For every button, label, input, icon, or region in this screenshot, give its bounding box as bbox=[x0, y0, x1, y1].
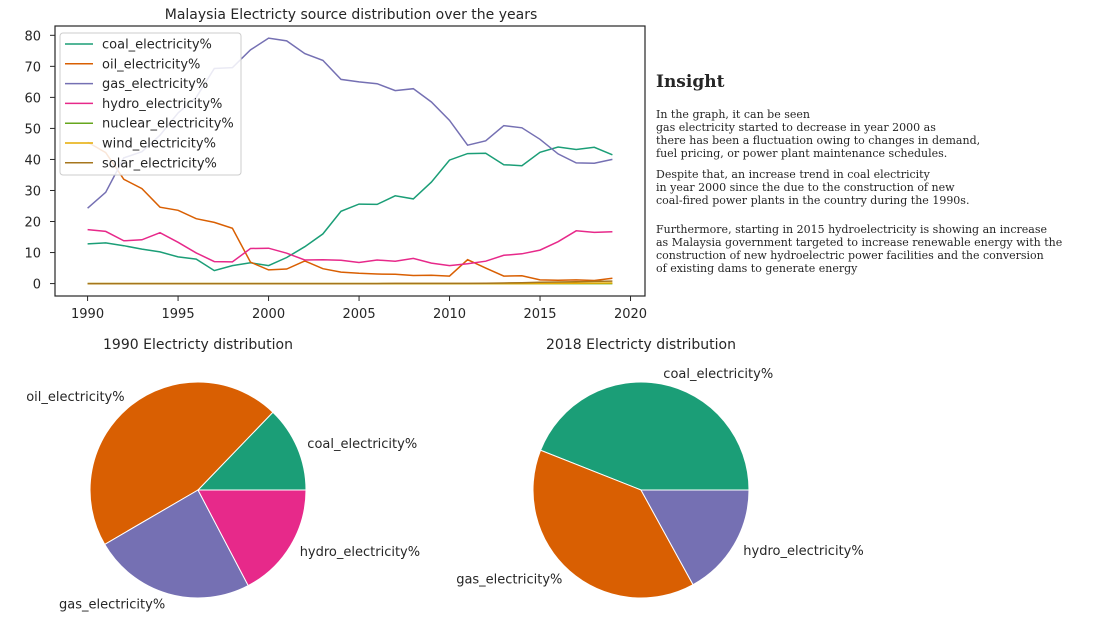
y-tick-label: 60 bbox=[24, 91, 41, 106]
x-tick-label: 1990 bbox=[71, 307, 104, 322]
line-chart-title: Malaysia Electricty source distribution … bbox=[165, 7, 538, 23]
line-chart-series-group bbox=[87, 37, 613, 285]
legend-label-coal: coal_electricity% bbox=[102, 38, 212, 53]
pie-2018-title: 2018 Electricty distribution bbox=[546, 337, 736, 353]
x-tick-label: 2015 bbox=[523, 307, 556, 322]
y-tick-label: 20 bbox=[24, 216, 41, 231]
x-tick-label: 2010 bbox=[433, 307, 466, 322]
y-tick-label: 30 bbox=[24, 184, 41, 199]
legend-label-nuclear: nuclear_electricity% bbox=[102, 117, 234, 132]
series-line-oil bbox=[87, 141, 613, 282]
legend-box bbox=[59, 32, 242, 176]
pie-2018: coal_electricity% gas_electricity% hydro_e… bbox=[456, 367, 864, 599]
legend-label-oil: oil_electricity% bbox=[102, 57, 200, 72]
y-tick-label: 80 bbox=[24, 29, 41, 44]
y-tick-label: 10 bbox=[24, 247, 41, 262]
pie-1990-title: 1990 Electricty distribution bbox=[103, 337, 293, 353]
x-tick-label: 1995 bbox=[162, 307, 195, 322]
pie-slice-coal bbox=[539, 381, 750, 491]
pie-label-gas: gas_electricity% bbox=[59, 598, 165, 613]
y-tick-label: 0 bbox=[33, 278, 41, 293]
y-tick-label: 50 bbox=[24, 122, 41, 137]
x-axis-ticks: 1990 1995 2000 2005 2010 2015 2020 bbox=[71, 296, 647, 322]
insight-title: Insight bbox=[656, 72, 725, 92]
y-axis-ticks: 0 10 20 30 40 50 60 70 80 bbox=[24, 29, 55, 293]
y-tick-label: 40 bbox=[24, 153, 41, 168]
series-line-hydro bbox=[87, 228, 613, 267]
insight-paragraph-1: In the graph, it can be seen gas electri… bbox=[656, 108, 981, 160]
legend-label-solar: solar_electricity% bbox=[102, 156, 217, 171]
pie-1990: coal_electricity% oil_electricity% gas_ele… bbox=[26, 381, 420, 613]
x-tick-label: 2005 bbox=[343, 307, 376, 322]
pie-label-hydro: hydro_electricity% bbox=[743, 544, 863, 559]
legend-label-hydro: hydro_electricity% bbox=[102, 97, 222, 112]
pie-slice-gas bbox=[532, 449, 694, 599]
insight-paragraph-2: Despite that, an increase trend in coal … bbox=[656, 168, 970, 207]
pie-label-gas: gas_electricity% bbox=[456, 573, 562, 588]
series-line-coal bbox=[87, 146, 613, 272]
pie-slice-coal bbox=[196, 411, 307, 491]
legend-label-gas: gas_electricity% bbox=[102, 77, 208, 92]
pie-label-coal: coal_electricity% bbox=[307, 437, 417, 452]
pie-slice-hydro bbox=[197, 489, 307, 587]
pie-slice-hydro bbox=[640, 489, 750, 586]
series-line-solar bbox=[87, 280, 613, 285]
pie-slice-oil bbox=[89, 381, 274, 546]
line-chart-legend: coal_electricity% oil_electricity% gas_ele… bbox=[59, 32, 242, 176]
y-tick-label: 70 bbox=[24, 60, 41, 75]
insight-panel: Insight In the graph, it can be seen gas… bbox=[656, 72, 1111, 283]
legend-label-wind: wind_electricity% bbox=[102, 137, 216, 152]
x-tick-label: 2020 bbox=[614, 307, 647, 322]
pie-label-coal: coal_electricity% bbox=[663, 367, 773, 382]
pie-label-oil: oil_electricity% bbox=[26, 390, 124, 405]
insight-paragraph-3: Furthermore, starting in 2015 hydroelect… bbox=[656, 223, 1063, 275]
line-chart-frame bbox=[54, 25, 646, 297]
pie-label-hydro: hydro_electricity% bbox=[300, 545, 420, 560]
pie-slice-gas bbox=[104, 489, 249, 599]
x-tick-label: 2000 bbox=[252, 307, 285, 322]
